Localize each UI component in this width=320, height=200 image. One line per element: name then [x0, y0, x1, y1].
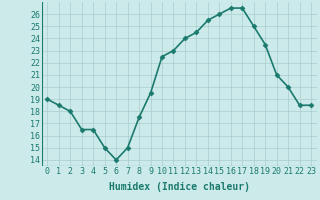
X-axis label: Humidex (Indice chaleur): Humidex (Indice chaleur) [109, 182, 250, 192]
